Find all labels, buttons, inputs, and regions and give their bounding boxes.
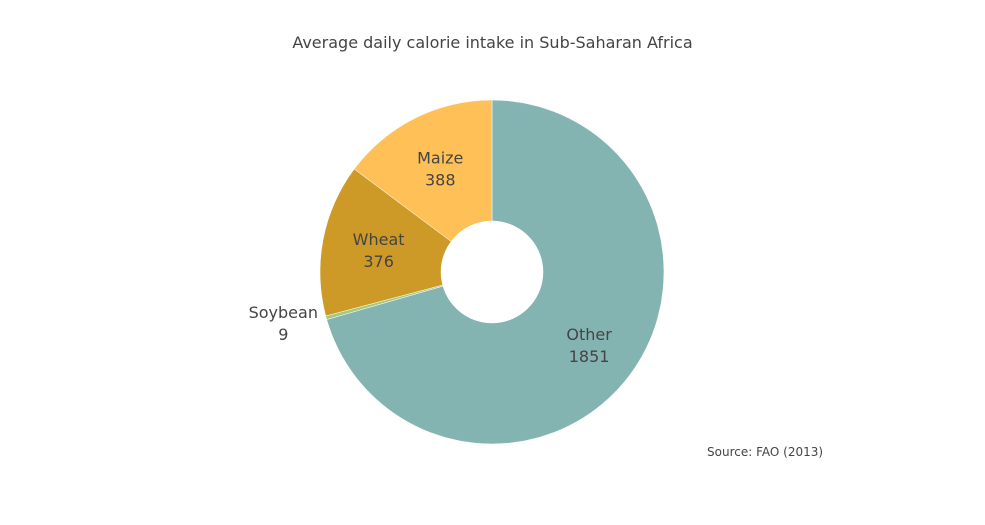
slice-maize[interactable] <box>353 99 493 242</box>
slice-label-soybean: Soybean <box>249 303 318 322</box>
slice-value-wheat: 376 <box>363 252 394 271</box>
chart-title: Average daily calorie intake in Sub-Saha… <box>292 33 693 52</box>
slice-label-wheat: Wheat <box>353 230 405 249</box>
slice-value-maize: 388 <box>425 171 456 190</box>
slice-label-other: Other <box>566 325 612 344</box>
slice-wheat[interactable] <box>319 168 452 317</box>
slice-other[interactable] <box>326 99 665 445</box>
slice-value-soybean: 9 <box>278 325 288 344</box>
slice-value-other: 1851 <box>569 347 610 366</box>
source-annotation: Source: FAO (2013) <box>707 445 824 459</box>
slice-label-maize: Maize <box>417 149 463 168</box>
